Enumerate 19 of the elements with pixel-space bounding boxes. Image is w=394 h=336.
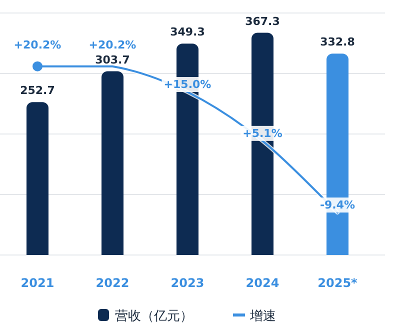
legend-label: 营收（亿元） xyxy=(115,309,193,324)
data-label: +5.1% xyxy=(242,126,282,140)
data-label: 349.3 xyxy=(170,26,205,39)
data-label: 332.8 xyxy=(320,36,355,49)
x-tick-label: 2021 xyxy=(20,276,54,290)
data-label: 303.7 xyxy=(95,53,130,66)
data-label: 367.3 xyxy=(245,14,280,28)
data-label: 252.7 xyxy=(20,84,55,98)
legend-label: 增速 xyxy=(249,309,276,324)
data-label: -9.4% xyxy=(320,198,356,212)
x-tick-label: 2025* xyxy=(318,276,358,290)
data-label: +20.2% xyxy=(88,38,136,52)
x-tick-label: 2024 xyxy=(246,276,280,290)
x-tick-label: 2022 xyxy=(96,276,130,290)
bar xyxy=(26,102,48,255)
data-label: +15.0% xyxy=(164,78,212,92)
data-label: +20.2% xyxy=(14,38,62,52)
bar xyxy=(102,71,124,255)
x-tick-label: 2023 xyxy=(170,276,204,290)
